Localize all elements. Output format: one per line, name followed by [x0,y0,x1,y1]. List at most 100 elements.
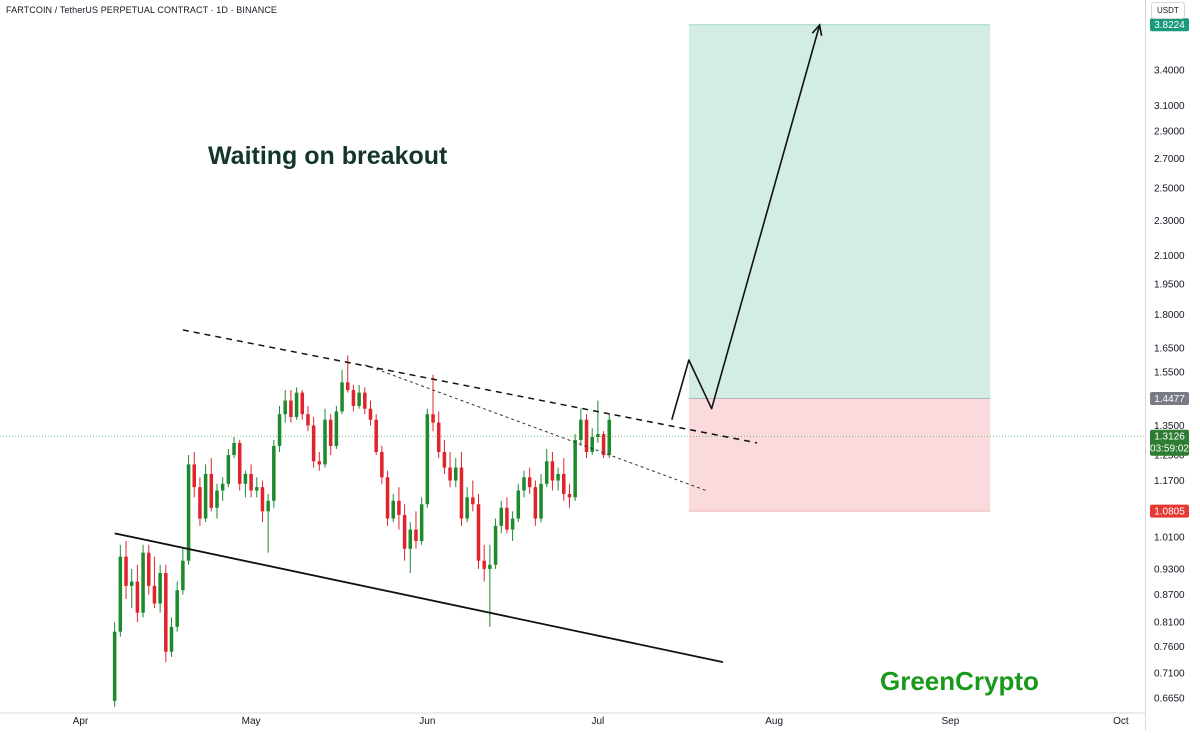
price-tick-label: 1.5500 [1154,368,1185,379]
candle-body [414,529,418,541]
candle-body [368,408,373,420]
candle [334,405,339,449]
candle [169,617,174,657]
candle [164,564,168,663]
symbol-title[interactable]: FARTCOIN / TetherUS PERPETUAL CONTRACT ·… [6,5,278,15]
candle-body [334,411,339,446]
candle-body [141,552,145,613]
candle [550,451,555,491]
candle-body [516,490,521,519]
candle [448,451,452,488]
candle-body [425,414,430,505]
time-tick-label: Apr [73,716,89,727]
candle-body [380,451,384,478]
candle [459,451,464,526]
candle-body [590,437,594,452]
current-price-badge-bg [1150,429,1189,456]
candle [425,408,430,508]
candle-body [203,473,208,519]
watermark-text: GreenCrypto [880,666,1039,696]
price-tick-label: 2.9000 [1154,127,1185,138]
candle [198,477,202,526]
candle-body [340,382,344,412]
candle-body [146,552,151,586]
candle-body [448,467,452,481]
candle-body [118,556,123,632]
price-axis[interactable] [1145,0,1200,731]
candle [146,544,151,595]
candle-body [129,581,134,586]
candle [454,458,458,488]
candle-body [601,434,606,456]
candle [124,540,128,600]
candle [516,483,521,523]
inner-trendline [364,364,707,491]
candle-body [220,483,225,491]
candle [351,384,356,412]
candle [527,467,532,494]
candle [465,487,469,523]
candle-body [505,507,509,530]
candle [414,511,418,549]
candle [419,497,424,545]
candle-body [442,451,447,468]
candle-body [476,504,481,561]
candle-body [351,390,356,406]
candle-body [374,419,378,452]
candle-body [527,477,532,488]
candle-body [493,525,498,565]
price-tick-label: 1.6500 [1154,344,1185,355]
candle [357,384,361,409]
candle-body [584,419,589,452]
candle-body [311,425,316,462]
candle-body [306,414,310,426]
entry-price-badge: 1.4477 [1154,394,1185,405]
candle-body [345,382,350,391]
candle-body [209,473,214,508]
candle [306,405,310,432]
candle [158,564,162,613]
candle [129,568,134,609]
time-tick-label: May [242,716,261,727]
candle [266,493,270,553]
candle-body [431,414,435,423]
price-tick-label: 1.8000 [1154,310,1185,321]
candle-body [567,493,572,498]
candle-body [249,473,253,491]
candle-body [550,461,555,481]
candle [562,458,566,501]
candle-body [544,461,549,484]
annotation-text: Waiting on breakout [208,142,448,170]
candle [323,408,327,468]
candle [436,411,441,459]
price-tick-label: 3.4000 [1154,65,1185,76]
candle-body [562,473,566,494]
candle-body [499,507,504,526]
candle-body [459,467,464,519]
candle [402,504,407,561]
candle-body [124,556,128,586]
candle [192,451,197,498]
projection-path [671,24,821,420]
candle [300,390,305,420]
candle [345,355,350,393]
time-tick-label: Oct [1113,716,1129,727]
price-tick-label: 1.3500 [1154,421,1185,432]
currency-selector[interactable]: USDT [1151,2,1185,19]
stop-price-badge-bg [1150,504,1189,518]
candle-body [112,631,117,701]
candle [237,439,242,491]
candle-body [237,442,242,484]
candle [249,464,253,498]
candle-body [175,590,179,627]
candle [510,511,515,541]
candle-body [465,497,469,519]
candle [209,458,214,512]
candle-body [402,514,407,549]
candle-body [317,461,322,465]
candle-body [539,483,543,519]
candle-body [328,419,333,446]
